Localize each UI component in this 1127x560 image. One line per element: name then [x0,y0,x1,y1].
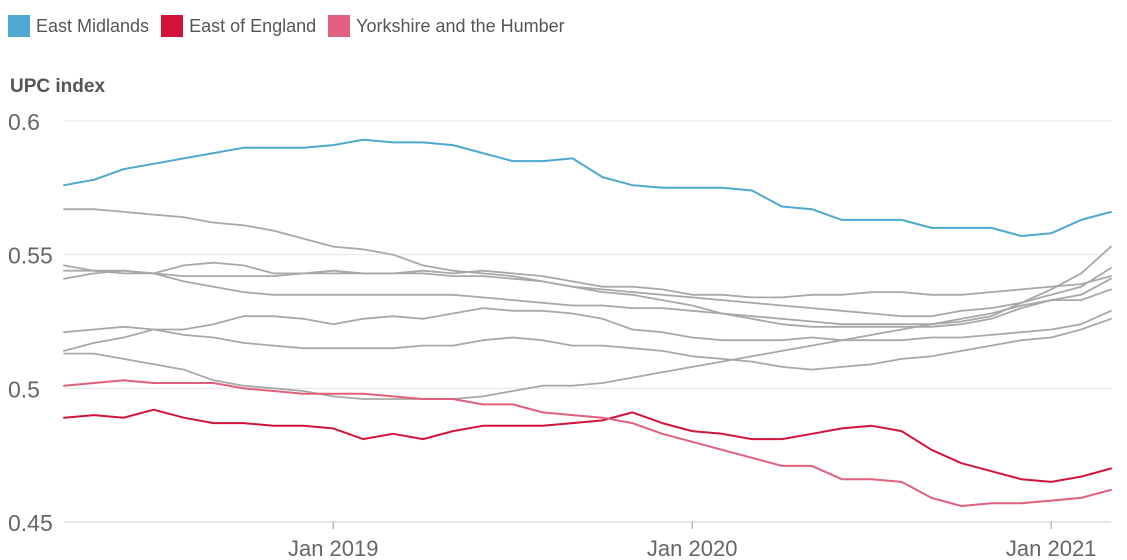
series-line-yorkshire-and-the-humber[interactable] [63,379,1112,507]
chart-legend: East Midlands East of England Yorkshire … [8,12,577,40]
y-tick-label-3: 0.45 [8,510,53,536]
x-tick-label-2: Jan 2021 [1006,536,1097,560]
legend-swatch-yorkshire-and-the-humber [328,15,351,37]
legend-swatch-east-of-england [161,15,184,37]
y-tick-label-2: 0.5 [8,376,40,402]
legend-label-yorkshire-and-the-humber: Yorkshire and the Humber [356,15,565,36]
series-line-east-of-england[interactable] [63,408,1112,483]
y-tick-label-1: 0.55 [8,243,53,269]
series-line-east-midlands[interactable] [63,138,1112,237]
series-line-region-5[interactable] [63,261,1112,299]
legend-swatch-east-midlands [8,15,30,37]
x-tick-label-0: Jan 2019 [288,536,379,560]
series-line-region-7[interactable] [63,307,1112,342]
legend-item-yorkshire-and-the-humber[interactable]: Yorkshire and the Humber [328,15,565,37]
x-tick-label-1: Jan 2020 [647,536,738,560]
legend-item-east-midlands[interactable]: East Midlands [8,15,149,37]
y-axis-title: UPC index [10,76,106,97]
legend-label-east-midlands: East Midlands [36,15,150,36]
legend-label-east-of-england: East of England [189,15,317,36]
series-line-region-8[interactable] [63,317,1112,371]
legend-item-east-of-england[interactable]: East of England [161,15,316,37]
series-line-region-6[interactable] [63,269,1112,328]
series-line-region-4[interactable] [63,264,1112,318]
series-line-region-9[interactable] [63,288,1112,400]
series-line-region-3[interactable] [63,208,1112,326]
y-tick-label-0: 0.6 [8,109,40,135]
